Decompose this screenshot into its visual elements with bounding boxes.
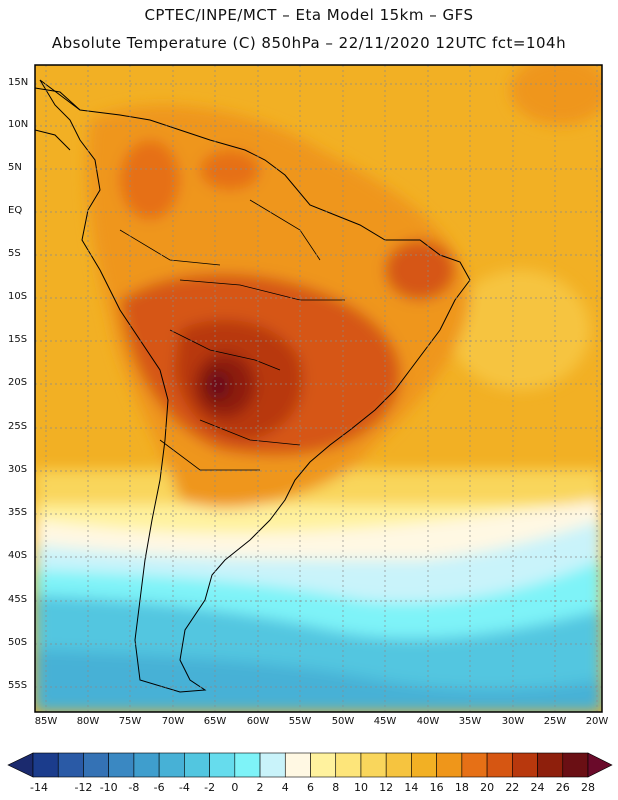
lat-label: 5N bbox=[8, 162, 22, 173]
colorbar-label: 12 bbox=[379, 781, 393, 794]
lon-label: 30W bbox=[502, 716, 525, 727]
lat-label: 30S bbox=[8, 464, 27, 475]
colorbar-swatch bbox=[336, 753, 361, 777]
lon-label: 35W bbox=[459, 716, 482, 727]
temperature-field bbox=[35, 55, 610, 712]
lat-label: 40S bbox=[8, 550, 27, 561]
lon-label: 75W bbox=[119, 716, 142, 727]
temperature-map bbox=[0, 0, 618, 800]
lon-label: 85W bbox=[35, 716, 58, 727]
colorbar-label: -4 bbox=[179, 781, 190, 794]
colorbar-label: 0 bbox=[231, 781, 238, 794]
colorbar-swatch bbox=[487, 753, 512, 777]
lon-label: 55W bbox=[289, 716, 312, 727]
lat-label: 25S bbox=[8, 421, 27, 432]
colorbar-swatch bbox=[260, 753, 285, 777]
lon-label: 65W bbox=[204, 716, 227, 727]
lat-label: 55S bbox=[8, 680, 27, 691]
colorbar-label: 20 bbox=[480, 781, 494, 794]
colorbar bbox=[8, 753, 612, 777]
lon-label: 20W bbox=[586, 716, 609, 727]
colorbar-label: -6 bbox=[154, 781, 165, 794]
colorbar-swatch bbox=[58, 753, 83, 777]
colorbar-swatch bbox=[538, 753, 563, 777]
colorbar-label: 26 bbox=[556, 781, 570, 794]
patch-venezuela bbox=[200, 150, 260, 190]
colorbar-swatch bbox=[512, 753, 537, 777]
colorbar-swatch bbox=[134, 753, 159, 777]
colorbar-swatch bbox=[33, 753, 58, 777]
lat-label: 35S bbox=[8, 507, 27, 518]
patch-northeast-brazil bbox=[385, 240, 455, 300]
colorbar-label: 22 bbox=[505, 781, 519, 794]
lat-label: 10S bbox=[8, 291, 27, 302]
colorbar-swatch bbox=[361, 753, 386, 777]
lon-label: 45W bbox=[374, 716, 397, 727]
colorbar-label: -2 bbox=[204, 781, 215, 794]
lon-label: 25W bbox=[544, 716, 567, 727]
colorbar-label: 14 bbox=[404, 781, 418, 794]
lon-label: 80W bbox=[77, 716, 100, 727]
lon-label: 50W bbox=[332, 716, 355, 727]
colorbar-swatch bbox=[437, 753, 462, 777]
lat-label: 50S bbox=[8, 637, 27, 648]
colorbar-label: 4 bbox=[282, 781, 289, 794]
colorbar-label: -14 bbox=[30, 781, 48, 794]
lat-label: 15N bbox=[8, 77, 28, 88]
colorbar-low-arrow bbox=[8, 753, 33, 777]
colorbar-label: 18 bbox=[455, 781, 469, 794]
colorbar-swatch bbox=[386, 753, 411, 777]
colorbar-label: -8 bbox=[128, 781, 139, 794]
colorbar-label: 6 bbox=[307, 781, 314, 794]
colorbar-label: 28 bbox=[581, 781, 595, 794]
patch-andes-north bbox=[120, 140, 180, 220]
colorbar-high-arrow bbox=[588, 753, 612, 777]
lat-label: 10N bbox=[8, 119, 28, 130]
lon-label: 60W bbox=[247, 716, 270, 727]
colorbar-label: 2 bbox=[257, 781, 264, 794]
lat-label: 45S bbox=[8, 594, 27, 605]
colorbar-swatch bbox=[235, 753, 260, 777]
colorbar-label: 8 bbox=[332, 781, 339, 794]
colorbar-label: -12 bbox=[74, 781, 92, 794]
colorbar-label: 10 bbox=[354, 781, 368, 794]
lat-label: 5S bbox=[8, 248, 21, 259]
lon-label: 40W bbox=[417, 716, 440, 727]
colorbar-swatch bbox=[159, 753, 184, 777]
colorbar-swatch bbox=[83, 753, 108, 777]
colorbar-label: -10 bbox=[100, 781, 118, 794]
colorbar-swatch bbox=[184, 753, 209, 777]
colorbar-swatch bbox=[285, 753, 310, 777]
patch-core bbox=[206, 370, 230, 400]
colorbar-label: 16 bbox=[430, 781, 444, 794]
lat-label: 15S bbox=[8, 334, 27, 345]
colorbar-swatch bbox=[411, 753, 436, 777]
lat-label: EQ bbox=[8, 205, 22, 216]
lon-label: 70W bbox=[162, 716, 185, 727]
colorbar-swatch bbox=[210, 753, 235, 777]
colorbar-label: 24 bbox=[531, 781, 545, 794]
lat-label: 20S bbox=[8, 377, 27, 388]
colorbar-swatch bbox=[462, 753, 487, 777]
colorbar-swatch bbox=[563, 753, 588, 777]
patch-atlantic bbox=[450, 270, 590, 390]
colorbar-swatch bbox=[109, 753, 134, 777]
colorbar-swatch bbox=[311, 753, 336, 777]
